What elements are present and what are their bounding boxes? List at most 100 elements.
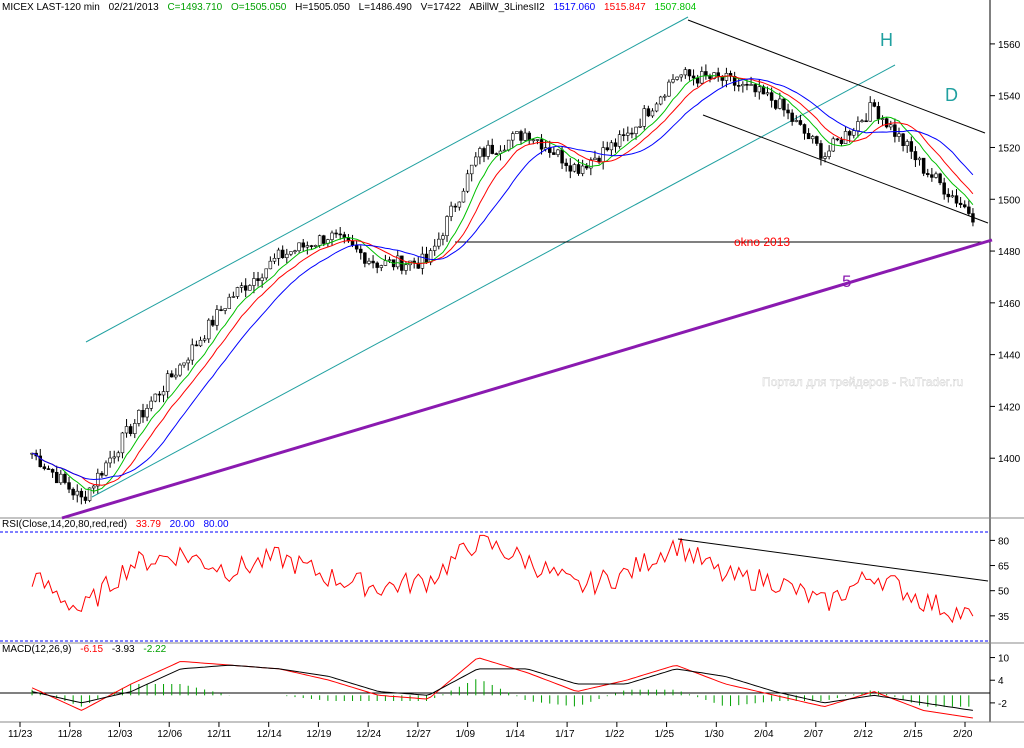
candle-body [663, 95, 667, 98]
candle-body [942, 182, 946, 195]
candle-body [211, 319, 215, 326]
price-axis: 1400 1420 1440 1460 1480 1500 1520 1540 1560 [990, 40, 1021, 465]
candle-body [679, 74, 683, 78]
candle-body [350, 240, 355, 246]
candle-body [461, 190, 466, 203]
candle-body [178, 364, 182, 376]
candle-body [913, 151, 918, 161]
upper-channel-line [85, 16, 689, 343]
price-tick-label: 1460 [998, 299, 1021, 310]
candle-body [909, 141, 914, 152]
macd-value: -6.15 [80, 644, 104, 655]
rsi-upper-value: 80.00 [203, 519, 229, 530]
candle-body [289, 251, 293, 255]
candle-body [367, 260, 371, 264]
candle-body [778, 98, 782, 109]
candle-body [437, 238, 441, 247]
candle-body [83, 496, 88, 501]
candle-body [876, 106, 881, 120]
rsi-axis: 35 50 65 80 [990, 536, 1010, 623]
candle-body [334, 232, 338, 235]
rsi-series [31, 534, 974, 624]
ma-red-line [31, 75, 974, 486]
candle-body [469, 164, 474, 175]
candle-body [794, 120, 799, 122]
down-channel-upper [687, 19, 986, 134]
candle-body [502, 149, 507, 152]
candle-body [453, 205, 457, 208]
candle-body [174, 374, 178, 378]
candle-body [962, 204, 967, 208]
candle-body [860, 120, 864, 123]
candle-body [798, 120, 803, 125]
candle-body [198, 339, 203, 347]
candle-body [383, 260, 388, 266]
date-label: 02/21/2013 [108, 2, 159, 13]
candle-body [194, 344, 199, 347]
candle-body [54, 471, 59, 484]
candle-body [202, 338, 207, 341]
candle-body [235, 287, 240, 297]
time-tick-label: 2/15 [903, 729, 923, 740]
candle-body [572, 164, 577, 172]
price-panel [0, 0, 990, 518]
candle-body [675, 76, 679, 80]
candle-body [478, 148, 482, 158]
candle-body [806, 133, 811, 140]
macd-tick-label: -2 [998, 699, 1007, 710]
time-tick-label: 12/06 [157, 729, 182, 740]
macd-header: MACD(12,26,9) -6.15 -3.93 -2.22 [2, 644, 172, 656]
candle-body [650, 110, 655, 117]
candle-body [264, 268, 268, 279]
macd-signal-line [31, 664, 973, 711]
candle-body [950, 195, 955, 198]
candle-body [363, 252, 367, 264]
candle-body [67, 482, 71, 490]
candle-body [790, 112, 794, 122]
candle-body [137, 409, 141, 424]
candle-body [42, 466, 47, 469]
candle-body [305, 245, 310, 248]
candle-body [617, 134, 622, 147]
candle-body [161, 391, 166, 396]
candle-body [215, 309, 219, 326]
candle-body [145, 408, 149, 418]
candle-body [642, 108, 646, 127]
price-tick-label: 1500 [998, 195, 1021, 206]
candle-body [50, 469, 55, 473]
candle-body [428, 250, 433, 263]
time-tick-label: 2/12 [854, 729, 874, 740]
time-tick-label: 1/22 [605, 729, 625, 740]
candle-body [626, 132, 630, 136]
rsi-label: RSI(Close,14,20,80,red,red) [2, 519, 128, 530]
candle-body [317, 235, 322, 246]
candle-body [539, 139, 544, 150]
candle-body [416, 262, 421, 269]
candle-body [864, 120, 868, 123]
time-tick-label: 2/20 [953, 729, 973, 740]
candle-body [87, 487, 92, 501]
symbol-label: MICEX LAST-120 min [2, 2, 100, 13]
ma-green-line [31, 75, 974, 492]
rsi-value: 33.79 [135, 519, 161, 530]
candle-body [100, 472, 104, 476]
candle-body [46, 468, 51, 470]
volume-label: V=17422 [420, 2, 461, 13]
candle-body [276, 249, 281, 259]
candle-body [872, 102, 877, 107]
price-tick-label: 1560 [998, 40, 1021, 51]
ma-green-value: 1507.804 [654, 2, 697, 13]
candle-body [59, 473, 63, 484]
candle-body [691, 75, 696, 79]
ma-red-value: 1515.847 [604, 2, 646, 13]
candle-body [884, 118, 889, 128]
time-tick-label: 2/07 [804, 729, 824, 740]
candle-body [243, 285, 248, 291]
candle-body [769, 92, 774, 101]
candle-body [835, 138, 840, 141]
candle-body [782, 98, 786, 111]
candle-body [490, 144, 494, 154]
candle-body [112, 456, 116, 459]
candle-body [564, 162, 568, 166]
